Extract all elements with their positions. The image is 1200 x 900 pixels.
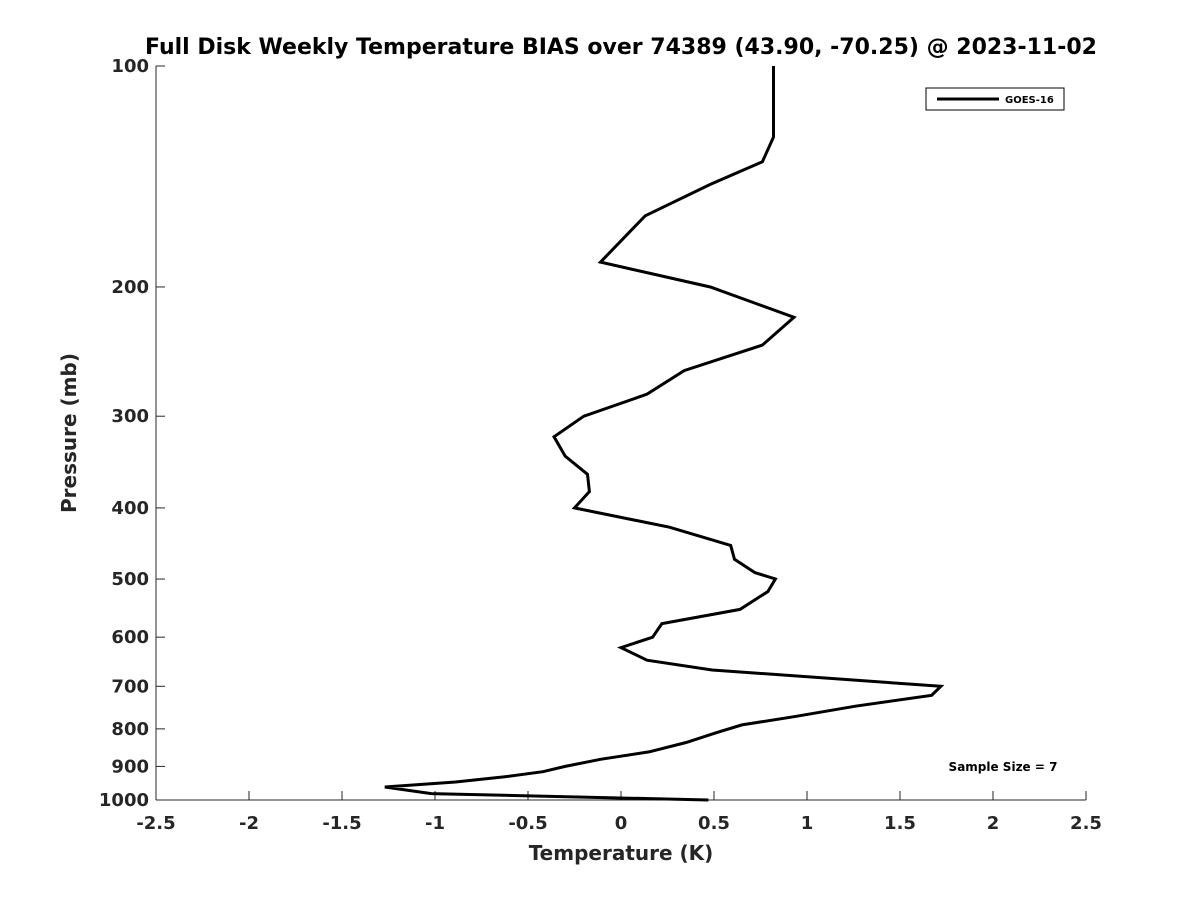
x-tick-label: 0.5 xyxy=(698,813,730,834)
chart-title: Full Disk Weekly Temperature BIAS over 7… xyxy=(145,35,1097,60)
y-tick-label: 900 xyxy=(111,756,149,777)
y-tick-label: 100 xyxy=(111,56,149,77)
y-tick-label: 1000 xyxy=(99,790,149,811)
x-tick-label: -0.5 xyxy=(508,813,547,834)
x-tick-label: -1 xyxy=(425,813,445,834)
series-layer xyxy=(384,66,945,802)
x-axis-label: Temperature (K) xyxy=(529,841,714,865)
x-axis-ticks: -2.5 -2 -1.5 -1 -0.5 0 0.5 1 1.5 2 2.5 xyxy=(136,791,1102,834)
y-tick-label: 800 xyxy=(111,719,149,740)
x-tick-label: 1.5 xyxy=(884,813,916,834)
series-line-goes-16 xyxy=(384,66,945,802)
y-tick-label: 600 xyxy=(111,627,149,648)
y-tick-label: 400 xyxy=(111,498,149,519)
y-tick-label: 300 xyxy=(111,406,149,427)
legend-label-goes-16: GOES-16 xyxy=(1005,95,1054,106)
x-tick-label: -2 xyxy=(239,813,259,834)
y-axis-ticks: 100 200 300 400 500 600 700 800 900 1000 xyxy=(99,56,165,811)
x-tick-label: -2.5 xyxy=(136,813,175,834)
y-tick-label: 200 xyxy=(111,277,149,298)
x-tick-label: 0 xyxy=(615,813,628,834)
x-tick-label: 2.5 xyxy=(1070,813,1102,834)
sample-size-annotation: Sample Size = 7 xyxy=(949,760,1058,774)
y-tick-label: 700 xyxy=(111,676,149,697)
x-tick-label: -1.5 xyxy=(322,813,361,834)
y-tick-label: 500 xyxy=(111,569,149,590)
legend: GOES-16 xyxy=(925,87,1065,111)
x-tick-label: 1 xyxy=(801,813,814,834)
y-axis-label: Pressure (mb) xyxy=(57,353,81,513)
x-tick-label: 2 xyxy=(987,813,1000,834)
plot-area xyxy=(156,66,1086,800)
